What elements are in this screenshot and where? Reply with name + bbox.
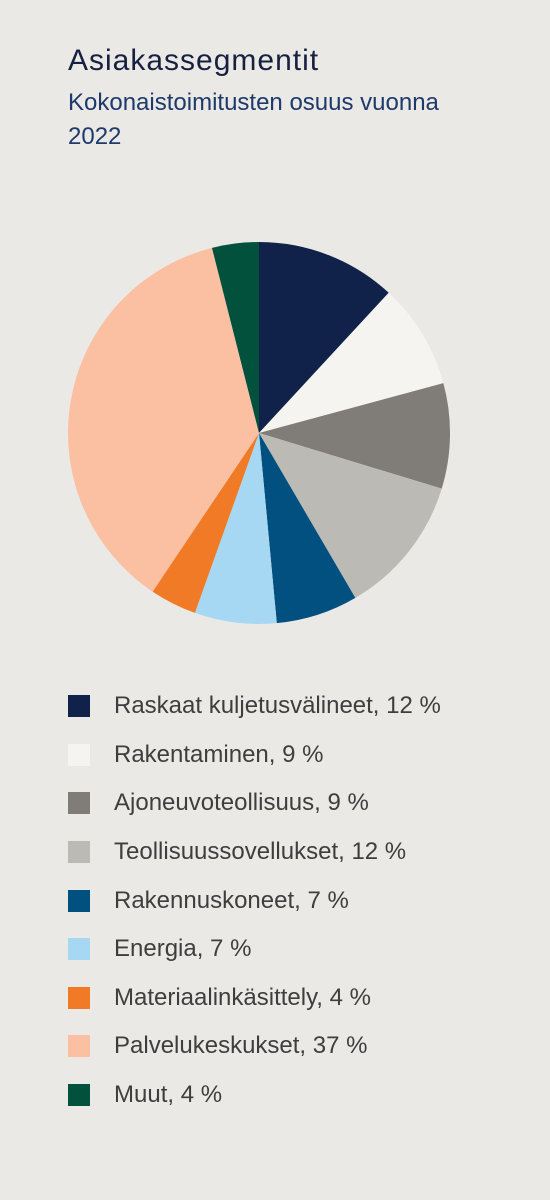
legend-swatch	[68, 841, 90, 864]
legend-label: Ajoneuvoteollisuus, 9 %	[114, 789, 369, 817]
legend-swatch	[68, 938, 90, 961]
legend-label: Materiaalinkäsittely, 4 %	[114, 983, 371, 1011]
legend-swatch	[68, 792, 90, 815]
legend-swatch	[68, 986, 90, 1009]
pie-slice-1	[259, 292, 444, 433]
chart-title: Asiakassegmentit	[68, 44, 320, 77]
legend-item: Energia, 7 %	[68, 925, 441, 974]
legend-swatch	[68, 889, 90, 912]
legend-item: Materiaalinkäsittely, 4 %	[68, 974, 441, 1023]
legend-item: Ajoneuvoteollisuus, 9 %	[68, 779, 441, 828]
chart-subtitle: Kokonaistoimitusten osuus vuonna 2022	[68, 89, 439, 150]
pie-chart	[68, 242, 450, 625]
legend-swatch	[68, 1035, 90, 1058]
pie-slice-2	[259, 383, 450, 489]
legend-item: Palvelukeskukset, 37 %	[68, 1022, 441, 1071]
pie-slice-6	[152, 433, 259, 613]
legend-item: Rakentaminen, 9 %	[68, 731, 441, 780]
legend-swatch	[68, 695, 90, 718]
legend-label: Raskaat kuljetusvälineet, 12 %	[114, 692, 441, 720]
legend-item: Raskaat kuljetusvälineet, 12 %	[68, 682, 441, 731]
pie-slice-5	[194, 433, 277, 625]
chart-legend: Raskaat kuljetusvälineet, 12 % Rakentamin…	[68, 682, 441, 1119]
pie-slice-4	[259, 433, 356, 624]
pie-slice-0	[259, 242, 389, 433]
pie-slice-7	[68, 247, 259, 592]
legend-label: Rakennuskoneet, 7 %	[114, 886, 349, 914]
legend-item: Rakennuskoneet, 7 %	[68, 876, 441, 925]
legend-swatch	[68, 1084, 90, 1107]
legend-swatch	[68, 743, 90, 766]
pie-slice-8	[211, 242, 259, 433]
legend-item: Teollisuussovellukset, 12 %	[68, 828, 441, 877]
pie-slice-3	[259, 433, 442, 598]
legend-label: Teollisuussovellukset, 12 %	[114, 838, 407, 866]
legend-label: Rakentaminen, 9 %	[114, 740, 324, 768]
legend-item: Muut, 4 %	[68, 1071, 441, 1120]
legend-label: Energia, 7 %	[114, 935, 252, 963]
legend-label: Palvelukeskukset, 37 %	[114, 1032, 368, 1060]
legend-label: Muut, 4 %	[114, 1081, 223, 1109]
